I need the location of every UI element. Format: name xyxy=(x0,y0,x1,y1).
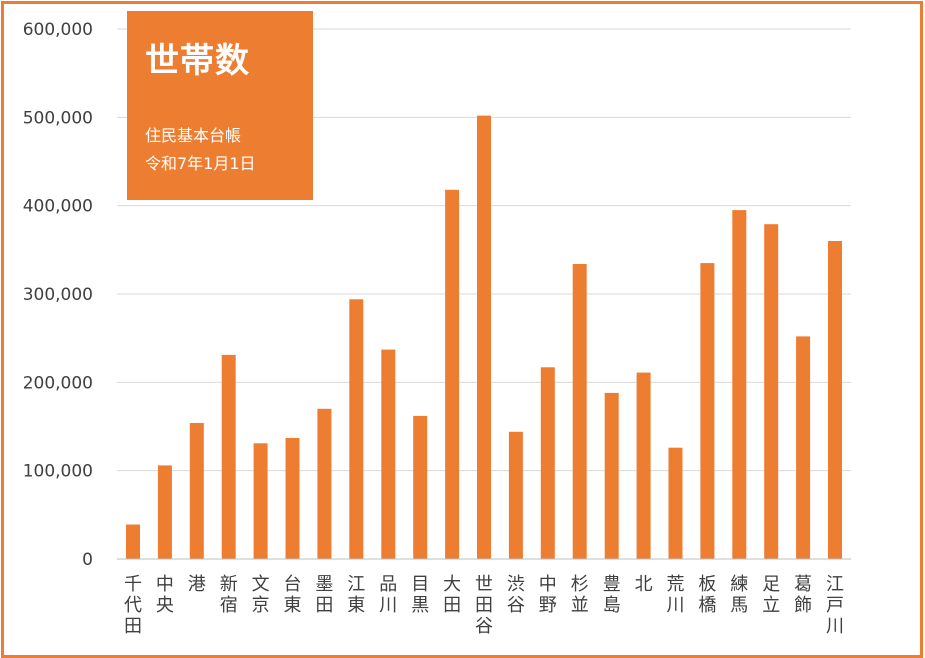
chart-title: 世帯数 xyxy=(145,41,250,81)
bar-6 xyxy=(317,408,332,559)
y-tick-label: 200,000 xyxy=(23,373,93,393)
x-tick-label: 江戸川 xyxy=(826,574,844,637)
bar-20 xyxy=(764,224,779,559)
chart-subtitle-source: 住民基本台帳 xyxy=(145,126,242,145)
x-tick-label: 練馬 xyxy=(730,574,748,616)
x-tick-label: 板橋 xyxy=(698,574,716,616)
x-tick-label: 葛飾 xyxy=(794,574,812,616)
x-tick-label: 杉並 xyxy=(571,574,589,616)
x-tick-label: 足立 xyxy=(762,574,780,616)
bar-16 xyxy=(636,372,651,559)
bar-19 xyxy=(732,210,747,559)
x-tick-label: 墨田 xyxy=(315,574,333,616)
x-tick-label: 文京 xyxy=(252,574,270,616)
x-tick-label: 千代田 xyxy=(124,574,142,637)
x-tick-label: 渋谷 xyxy=(507,574,525,616)
x-tick-label: 中央 xyxy=(156,574,174,616)
bar-15 xyxy=(604,392,619,559)
x-tick-label: 大田 xyxy=(443,574,461,616)
y-tick-label: 0 xyxy=(82,550,93,570)
y-tick-label: 400,000 xyxy=(23,197,93,217)
x-tick-label: 荒川 xyxy=(667,574,685,616)
chart-title-box: 世帯数 住民基本台帳 令和7年1月1日 xyxy=(127,11,313,200)
bar-8 xyxy=(381,349,396,559)
bar-13 xyxy=(540,367,555,559)
chart-subtitle-date: 令和7年1月1日 xyxy=(145,154,256,173)
bar-5 xyxy=(285,438,300,559)
bar-14 xyxy=(572,264,587,559)
x-tick-label: 豊島 xyxy=(603,574,621,616)
y-tick-label: 300,000 xyxy=(23,285,93,305)
x-tick-label: 台東 xyxy=(284,574,302,616)
x-tick-label: 品川 xyxy=(379,574,397,616)
y-axis-tick-labels: 0 100,000 200,000 300,000 400,000 500,000 600,… xyxy=(23,20,93,570)
x-tick-label: 新宿 xyxy=(220,574,238,616)
bar-3 xyxy=(221,354,236,559)
bar-9 xyxy=(413,415,428,559)
x-tick-label: 世田谷 xyxy=(475,574,493,637)
bar-1 xyxy=(157,465,172,559)
y-tick-label: 100,000 xyxy=(23,462,93,482)
x-tick-label: 中野 xyxy=(539,574,557,616)
bar-17 xyxy=(668,447,683,559)
bar-18 xyxy=(700,263,715,559)
y-tick-label: 500,000 xyxy=(23,108,93,128)
bars xyxy=(126,115,842,560)
x-tick-label: 北 xyxy=(635,574,653,595)
bar-0 xyxy=(126,524,140,559)
y-tick-label: 600,000 xyxy=(23,20,93,40)
bar-22 xyxy=(828,241,842,559)
bar-7 xyxy=(349,299,364,559)
bar-21 xyxy=(796,336,811,559)
bar-10 xyxy=(445,189,460,560)
bar-12 xyxy=(508,431,523,559)
x-tick-label: 港 xyxy=(188,574,206,595)
x-tick-label: 江東 xyxy=(347,574,365,616)
bar-4 xyxy=(253,443,268,559)
bar-11 xyxy=(477,115,491,559)
x-tick-label: 目黒 xyxy=(411,574,429,616)
bar-2 xyxy=(189,423,204,559)
